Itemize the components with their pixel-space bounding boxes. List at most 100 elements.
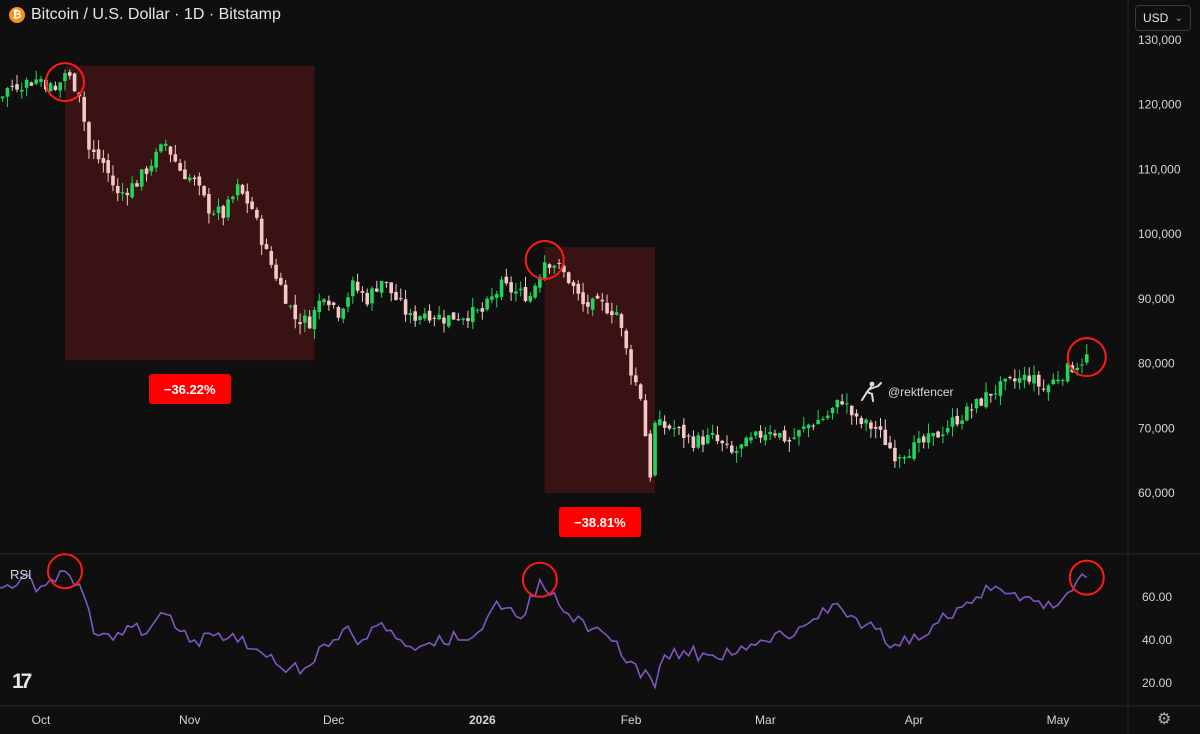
candle-body	[528, 296, 533, 302]
candle-body	[941, 434, 945, 436]
candle-body	[336, 307, 341, 318]
candle-body	[725, 443, 729, 445]
time-tick-label: Dec	[323, 713, 344, 727]
candle-body	[1037, 374, 1041, 387]
price-tick-label: 70,000	[1138, 421, 1175, 435]
currency-selector[interactable]: USD ⌄	[1135, 5, 1191, 31]
candle-body	[830, 407, 835, 414]
candle-body	[979, 398, 984, 406]
candle-body	[365, 292, 370, 305]
candle-body	[835, 399, 840, 408]
candle-body	[144, 168, 149, 174]
candle-body	[331, 302, 336, 305]
candle-body	[773, 433, 777, 436]
candle-body	[931, 433, 936, 437]
candle-body	[1046, 385, 1051, 393]
candle-body	[58, 82, 62, 91]
candle-body	[912, 442, 916, 459]
candle-body	[614, 312, 619, 315]
candle-body	[1060, 380, 1065, 382]
candle-body	[672, 428, 677, 430]
rsi-tick-label: 60.00	[1142, 590, 1172, 604]
candle-body	[317, 300, 322, 313]
candle-body	[427, 310, 432, 321]
candle-body	[451, 312, 456, 320]
candle-body	[341, 308, 346, 319]
candle-body	[370, 288, 374, 304]
candle-body	[422, 313, 427, 319]
candle-body	[662, 421, 667, 428]
candle-body	[87, 122, 91, 150]
price-highlight-circle-1	[44, 62, 85, 103]
candle-body	[562, 265, 566, 273]
candle-body	[873, 426, 878, 429]
candle-body	[969, 409, 974, 411]
rsi-label: RSI	[10, 567, 32, 582]
candle-body	[965, 406, 969, 421]
candle-body	[1041, 388, 1046, 390]
candle-body	[240, 184, 245, 194]
candle-body	[437, 314, 441, 320]
candle-body	[696, 435, 701, 448]
rsi-line	[0, 570, 1088, 690]
candle-body	[178, 163, 182, 171]
candle-body	[993, 393, 998, 395]
candle-body	[701, 436, 705, 445]
candle-body	[739, 444, 744, 449]
candles	[0, 69, 1089, 482]
candle-body	[10, 85, 15, 87]
watermark: @rektfencer	[858, 380, 954, 404]
drawdown-box-2	[544, 247, 656, 493]
candle-body	[446, 315, 451, 327]
candle-body	[355, 281, 360, 291]
candle-body	[274, 264, 278, 279]
candle-body	[921, 436, 926, 443]
candle-body	[139, 169, 144, 187]
candle-body	[653, 422, 657, 476]
price-tick-label: 90,000	[1138, 292, 1175, 306]
candle-body	[53, 85, 58, 91]
gear-icon[interactable]: ⚙	[1157, 711, 1172, 728]
price-tick-label: 130,000	[1138, 33, 1182, 47]
fencer-icon	[861, 381, 882, 402]
candle-body	[24, 79, 29, 88]
candle-body	[226, 199, 230, 218]
time-tick-label: Mar	[755, 713, 776, 727]
candle-body	[864, 419, 868, 424]
candle-body	[504, 276, 509, 284]
candle-body	[163, 143, 168, 146]
candle-body	[235, 184, 240, 196]
candle-body	[821, 418, 825, 420]
candle-body	[960, 420, 964, 424]
candle-body	[936, 431, 940, 438]
candle-body	[250, 201, 254, 209]
price-tick-label: 120,000	[1138, 98, 1182, 112]
candle-body	[327, 300, 331, 306]
candle-body	[360, 291, 365, 293]
rsi-tick-label: 20.00	[1142, 676, 1172, 690]
rsi-highlight-circle-1	[46, 553, 83, 590]
watermark-text: @rektfencer	[888, 385, 954, 399]
candle-body	[1065, 363, 1070, 382]
candle-body	[557, 263, 561, 265]
candle-body	[432, 317, 437, 319]
candle-body	[1051, 379, 1056, 385]
candle-body	[125, 192, 130, 196]
candle-body	[490, 296, 494, 300]
candle-body	[351, 280, 355, 297]
candle-body	[989, 393, 993, 396]
price-tick-label: 110,000	[1138, 162, 1181, 176]
candle-body	[346, 297, 350, 307]
candle-body	[552, 265, 557, 268]
candle-body	[1084, 354, 1089, 363]
candle-body	[283, 284, 288, 304]
chart-header: ₿ Bitcoin / U.S. Dollar · 1D · Bitstamp	[9, 6, 281, 24]
candle-body	[749, 437, 753, 441]
candle-body	[264, 244, 269, 250]
candle-body	[729, 445, 734, 453]
candle-body	[950, 417, 955, 427]
price-tick-label: 80,000	[1138, 357, 1175, 371]
candle-body	[710, 432, 715, 435]
candle-body	[375, 288, 379, 292]
